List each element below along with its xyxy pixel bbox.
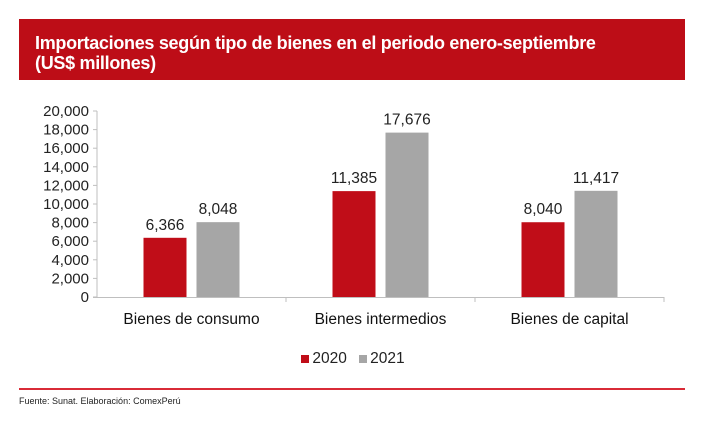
bar-2020 xyxy=(332,191,376,297)
legend-label-2020: 2020 xyxy=(312,350,347,367)
source-note: Fuente: Sunat. Elaboración: ComexPerú xyxy=(19,396,181,406)
y-tick-label: 0 xyxy=(81,289,89,306)
y-tick-label: 20,000 xyxy=(43,103,89,120)
legend-swatch-2020 xyxy=(301,355,310,363)
bar-2021 xyxy=(385,132,429,297)
y-tick-label: 6,000 xyxy=(51,233,89,250)
legend-swatch-2021 xyxy=(359,355,368,363)
chart-title-line-2: (US$ millones) xyxy=(35,53,156,73)
data-label-2020: 6,366 xyxy=(146,217,185,234)
legend: 2020 2021 xyxy=(0,350,706,368)
legend-item-2021: 2021 xyxy=(359,350,405,368)
bar-2020 xyxy=(521,222,565,297)
y-tick-label: 12,000 xyxy=(43,177,89,194)
y-tick-label: 2,000 xyxy=(51,270,89,287)
y-tick-label: 10,000 xyxy=(43,196,89,213)
category-label: Bienes intermedios xyxy=(315,311,447,328)
chart-title-banner: Importaciones según tipo de bienes en el… xyxy=(19,19,685,80)
chart-title-line-1: Importaciones según tipo de bienes en el… xyxy=(35,33,596,53)
data-label-2020: 11,385 xyxy=(331,170,377,187)
data-label-2020: 8,040 xyxy=(524,201,563,218)
legend-item-2020: 2020 xyxy=(301,350,347,368)
data-label-2021: 17,676 xyxy=(383,112,430,129)
data-label-2021: 8,048 xyxy=(199,201,238,218)
bar-2021 xyxy=(196,222,240,297)
y-tick-label: 18,000 xyxy=(43,122,89,139)
footer-divider xyxy=(19,388,685,390)
bar-2021 xyxy=(574,190,618,297)
y-tick-label: 14,000 xyxy=(43,159,89,176)
y-tick-label: 8,000 xyxy=(51,215,89,232)
data-label-2021: 11,417 xyxy=(573,170,619,187)
bar-2020 xyxy=(143,237,187,297)
y-tick-label: 4,000 xyxy=(51,252,89,269)
y-tick-label: 16,000 xyxy=(43,140,89,157)
legend-label-2021: 2021 xyxy=(370,350,405,367)
category-label: Bienes de consumo xyxy=(123,311,259,328)
category-label: Bienes de capital xyxy=(510,311,628,328)
